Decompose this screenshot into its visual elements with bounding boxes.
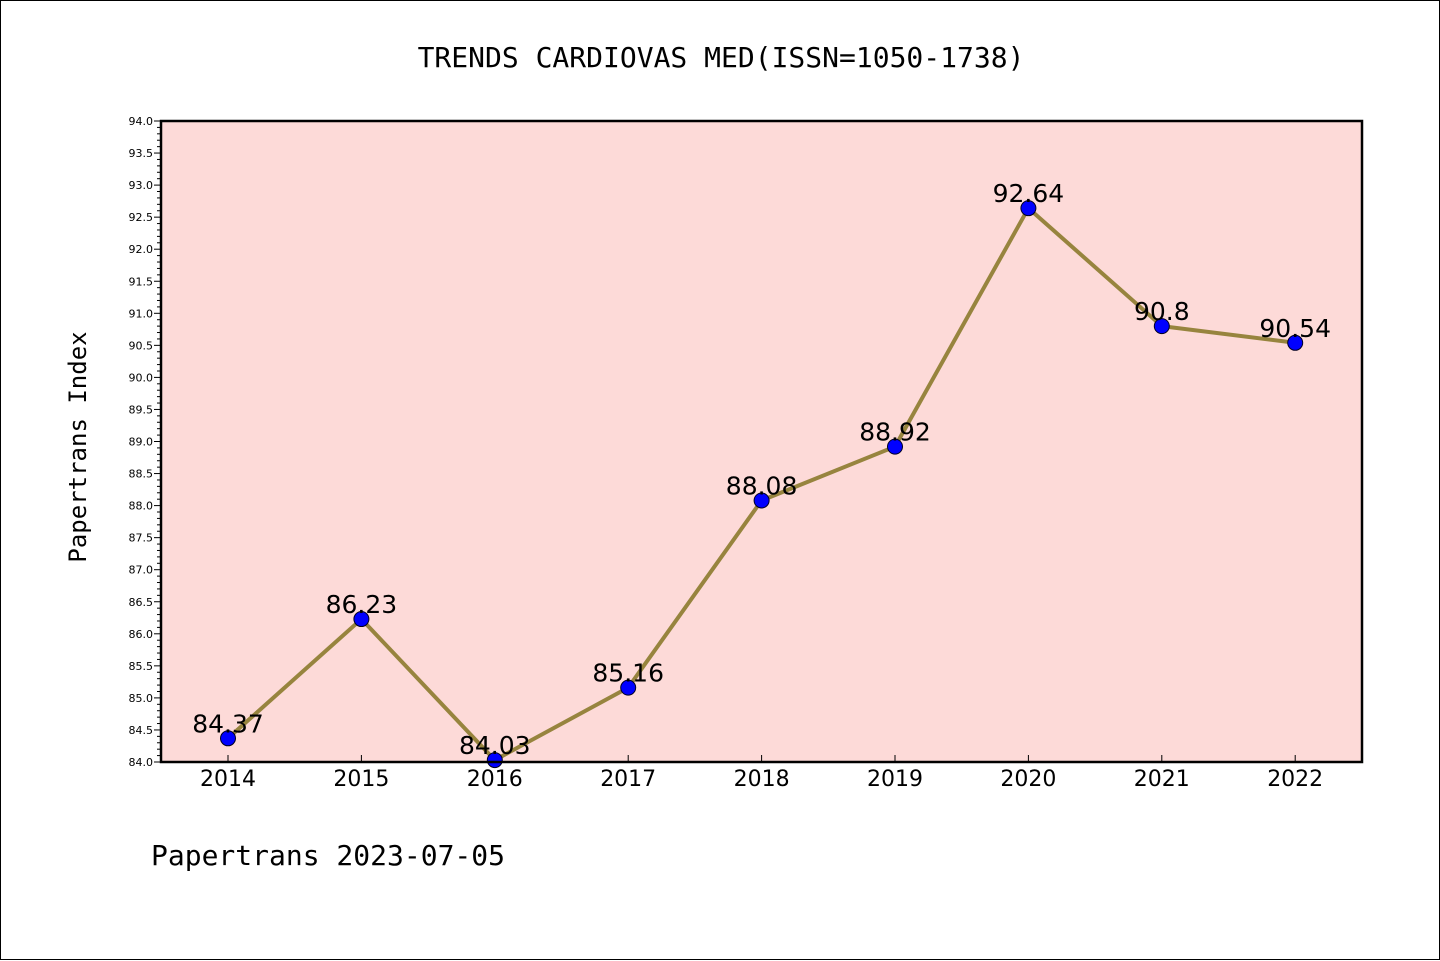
y-tick-label: 87.0 (129, 564, 154, 577)
y-tick-label: 93.5 (129, 147, 154, 160)
x-tick-label: 2014 (200, 767, 256, 792)
y-tick-label: 91.0 (129, 307, 154, 320)
data-label: 84.37 (192, 709, 264, 738)
data-labels: 84.37 86.23 84.03 85.16 88.08 88.92 92.64 90.8 9… (192, 179, 1331, 760)
data-point (753, 492, 770, 509)
data-point (353, 611, 370, 628)
data-label: 90.8 (1134, 297, 1190, 326)
y-tick-label: 94.0 (129, 115, 154, 128)
data-label: 88.92 (859, 418, 931, 447)
y-tick-label: 92.0 (129, 243, 154, 256)
y-tick-label: 93.0 (129, 179, 154, 192)
y-tick-label: 89.5 (129, 403, 154, 416)
data-point (887, 438, 903, 455)
x-tick-label: 2018 (734, 767, 790, 792)
data-point (1287, 334, 1304, 351)
y-axis: 84.0 84.5 85.0 85.5 86.0 86.5 87.0 87.5 88.0 88.5… (129, 115, 161, 769)
y-tick-label: 88.5 (129, 468, 154, 481)
y-tick-label: 90.5 (129, 339, 154, 352)
footer-credit: Papertrans 2023-07-05 (151, 839, 505, 872)
y-axis-label: Papertrans Index (64, 331, 92, 562)
data-point (486, 752, 503, 769)
data-point (1020, 200, 1037, 217)
x-tick-label: 2015 (333, 767, 389, 792)
data-point (220, 730, 236, 747)
y-tick-label: 85.0 (129, 692, 154, 705)
data-label: 84.03 (459, 731, 531, 760)
plot-area (161, 121, 1362, 762)
data-label: 90.54 (1259, 314, 1331, 343)
data-label: 88.08 (726, 471, 798, 500)
y-tick-label: 91.5 (129, 275, 154, 288)
data-label: 86.23 (326, 590, 398, 619)
data-label: 92.64 (993, 179, 1065, 208)
y-tick-label: 88.0 (129, 500, 154, 513)
x-tick-label: 2021 (1134, 767, 1190, 792)
y-tick-label: 85.5 (129, 660, 154, 673)
y-tick-label: 86.0 (129, 628, 154, 641)
y-tick-label: 87.5 (129, 532, 154, 545)
y-tick-label: 89.0 (129, 436, 154, 449)
y-tick-label: 90.0 (129, 371, 154, 384)
y-tick-label: 86.5 (129, 596, 154, 609)
x-tick-label: 2016 (467, 767, 523, 792)
chart-title: TRENDS CARDIOVAS MED(ISSN=1050-1738) (418, 41, 1025, 74)
data-label: 85.16 (592, 659, 664, 688)
x-tick-label: 2020 (1000, 767, 1056, 792)
data-point (620, 679, 637, 696)
series-markers (220, 200, 1304, 769)
data-point (1153, 318, 1170, 335)
y-tick-label: 92.5 (129, 211, 154, 224)
x-tick-label: 2019 (867, 767, 923, 792)
x-axis: 2014 2015 2016 2017 2018 2019 2020 2021 2022 (200, 755, 1323, 792)
x-tick-label: 2022 (1267, 767, 1323, 792)
y-tick-label: 84.5 (129, 724, 154, 737)
x-tick-label: 2017 (600, 767, 656, 792)
y-tick-label: 84.0 (129, 756, 154, 769)
plot-border (159, 119, 1364, 764)
